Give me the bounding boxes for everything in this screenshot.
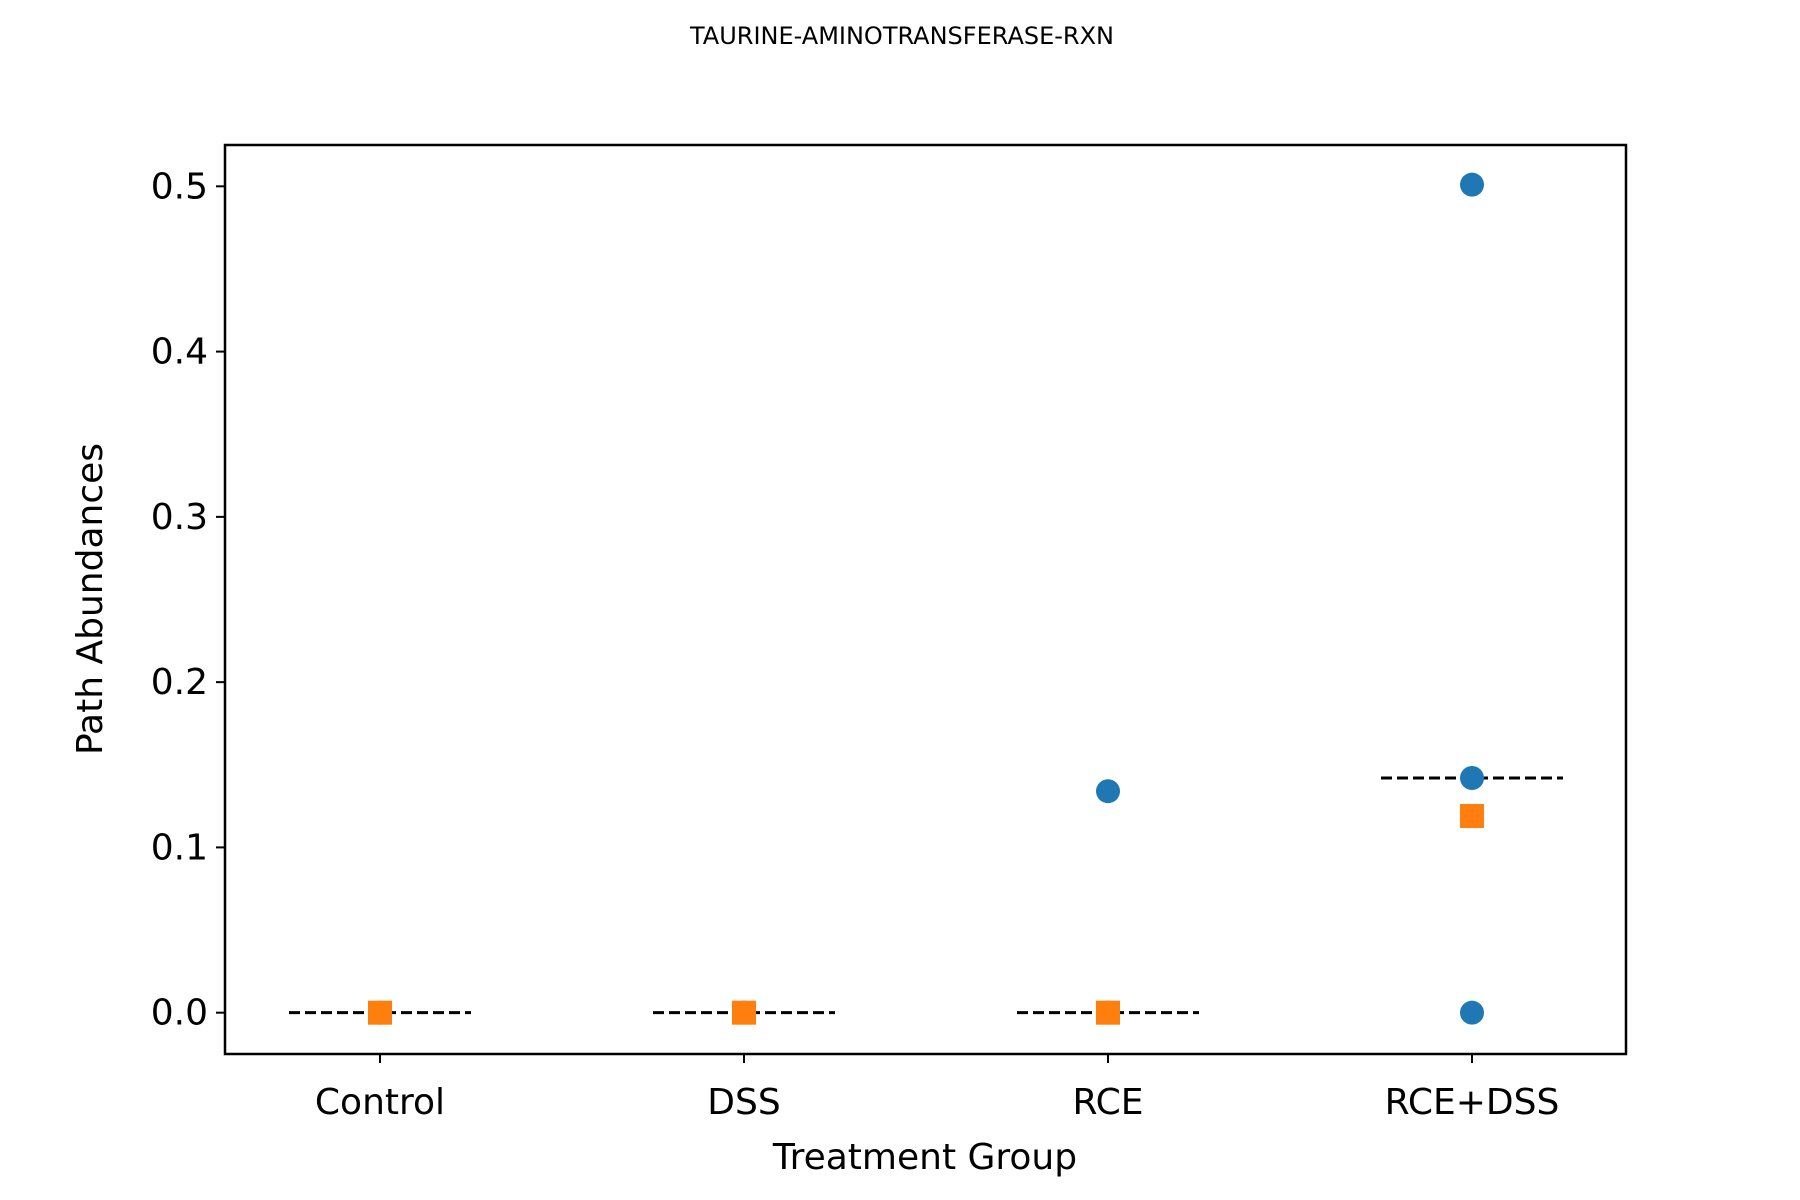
y-tick-label: 0.5	[151, 166, 208, 207]
data-point-circle	[1460, 1000, 1484, 1025]
plot-frame	[223, 143, 1628, 1056]
median-lines	[289, 776, 1563, 1015]
data-point-square	[368, 1000, 392, 1025]
y-tick-label: 0.3	[151, 497, 208, 538]
x-tick-label: Control	[315, 1082, 445, 1123]
y-tick-label: 0.0	[151, 993, 208, 1034]
data-point-circle	[1460, 765, 1484, 790]
x-tick-label: DSS	[707, 1082, 780, 1123]
data-point-square	[1460, 804, 1484, 829]
chart-title: TAURINE-AMINOTRANSFERASE-RXN	[689, 22, 1114, 50]
data-point-circle	[1460, 172, 1484, 197]
x-tick-label: RCE	[1072, 1082, 1143, 1123]
data-point-square	[1096, 1000, 1120, 1025]
data-markers	[368, 172, 1484, 1025]
y-tick-label: 0.4	[151, 332, 208, 373]
x-axis-label: Treatment Group	[772, 1137, 1077, 1178]
data-point-circle	[1096, 779, 1120, 804]
y-tick-label: 0.1	[151, 827, 208, 868]
x-tick-label: RCE+DSS	[1385, 1082, 1560, 1123]
data-point-square	[732, 1000, 756, 1025]
y-axis: 0.0 0.1 0.2 0.3 0.4 0.5	[151, 166, 225, 1034]
y-axis-label: Path Abundances	[70, 443, 111, 755]
y-tick-label: 0.2	[151, 662, 208, 703]
x-axis: Control DSS RCE RCE+DSS	[315, 1054, 1559, 1123]
